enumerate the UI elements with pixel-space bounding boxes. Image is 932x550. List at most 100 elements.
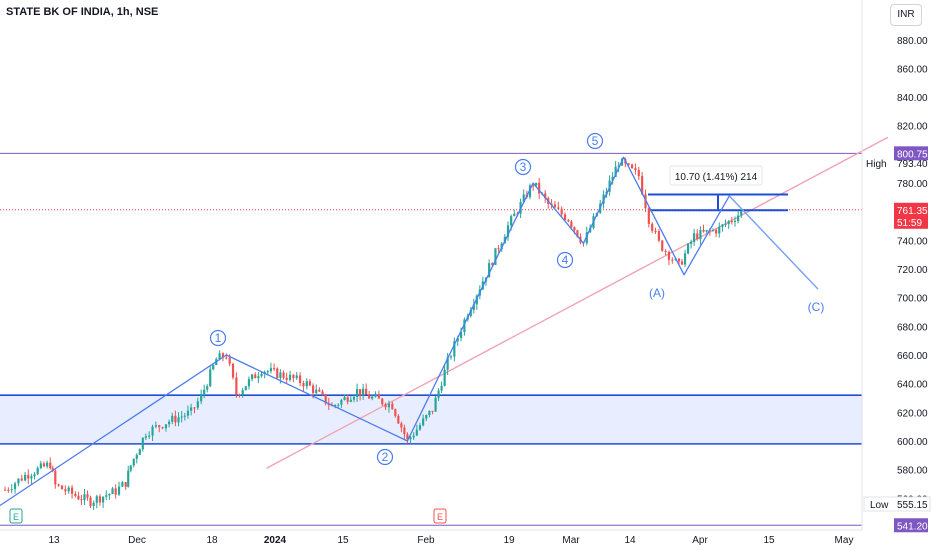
candle — [362, 388, 365, 396]
candle — [651, 223, 654, 231]
candle — [434, 397, 437, 412]
candle — [138, 449, 141, 455]
candle — [443, 369, 446, 386]
candle — [129, 465, 132, 471]
candle — [318, 389, 321, 392]
candle — [463, 319, 466, 333]
candle — [279, 372, 282, 378]
candle — [557, 207, 560, 209]
candle — [144, 436, 147, 438]
candle — [321, 391, 324, 395]
candle — [337, 404, 340, 406]
candle — [298, 375, 302, 383]
price-axis-tick: 740.00 — [897, 236, 928, 247]
candle — [384, 404, 387, 408]
candle — [7, 489, 10, 491]
candle — [368, 394, 371, 399]
candle — [241, 390, 244, 395]
candle — [221, 353, 225, 358]
candle — [494, 248, 497, 265]
wave-label-C: (C) — [808, 300, 825, 314]
price-axis-tick: 640.00 — [897, 380, 928, 391]
event-marker-box[interactable] — [9, 508, 23, 524]
candle — [269, 368, 273, 372]
level-badge-low: 541.20 — [897, 521, 928, 532]
candle — [141, 437, 144, 450]
candle — [89, 497, 92, 506]
elliott-wave-line — [0, 156, 819, 507]
candle — [346, 397, 349, 402]
candle — [305, 381, 308, 387]
candle — [657, 231, 660, 241]
candle — [491, 263, 494, 265]
candle — [387, 403, 391, 408]
measure-tooltip: 10.70 (1.41%) 214 — [675, 172, 758, 183]
candle — [699, 229, 702, 240]
candle — [235, 377, 238, 395]
current-price-badge-bg — [894, 202, 928, 229]
candle — [171, 415, 174, 422]
candle — [627, 163, 630, 165]
candle — [680, 261, 684, 265]
candle — [497, 248, 500, 250]
candle — [177, 417, 180, 423]
candle — [431, 410, 434, 412]
time-axis-tick: 15 — [337, 535, 349, 546]
wave-label-4-circle — [556, 251, 574, 269]
candle — [449, 356, 453, 358]
price-axis-tick: 840.00 — [897, 93, 928, 104]
candle — [702, 229, 705, 232]
event-marker-box[interactable] — [433, 508, 447, 524]
candle — [406, 434, 409, 440]
candle — [20, 478, 23, 481]
candle — [108, 493, 111, 496]
candle — [282, 372, 285, 378]
candle — [469, 309, 472, 317]
candle — [718, 226, 721, 234]
candle — [247, 379, 251, 387]
candle — [667, 251, 671, 260]
candle — [727, 221, 730, 225]
candle — [225, 357, 228, 359]
candle — [30, 476, 33, 479]
candle — [151, 426, 154, 436]
candle — [51, 468, 54, 471]
candle — [397, 415, 400, 424]
candle — [86, 494, 89, 498]
candle — [148, 435, 151, 437]
candle — [740, 210, 743, 216]
candle — [10, 489, 13, 491]
candle — [381, 398, 384, 405]
candle — [124, 482, 127, 487]
candle — [693, 233, 696, 243]
high-label: High — [866, 159, 887, 170]
current-price-badge: 761.35 — [897, 206, 928, 217]
price-axis-tick: 600.00 — [897, 437, 928, 448]
candle — [158, 425, 161, 428]
low-label: Low — [870, 500, 889, 511]
candle — [127, 470, 130, 487]
candle — [528, 185, 532, 198]
candle — [428, 410, 431, 416]
candle — [374, 394, 377, 397]
candle — [412, 435, 415, 438]
price-axis-tick: 660.00 — [897, 351, 928, 362]
candle — [60, 485, 64, 490]
candle — [553, 204, 557, 208]
candle — [570, 221, 573, 228]
chart-title: STATE BK OF INDIA, 1h, NSE — [6, 6, 159, 18]
candle — [446, 357, 449, 370]
candle — [391, 403, 394, 410]
candle — [206, 386, 209, 390]
candle — [544, 193, 547, 199]
candle — [250, 374, 254, 380]
candle — [70, 487, 74, 494]
candle — [352, 396, 356, 400]
candle — [292, 374, 295, 379]
candle — [92, 502, 95, 506]
candle — [13, 483, 17, 490]
candle — [111, 488, 114, 494]
currency-button[interactable]: INR — [890, 4, 922, 26]
candle — [513, 213, 516, 217]
